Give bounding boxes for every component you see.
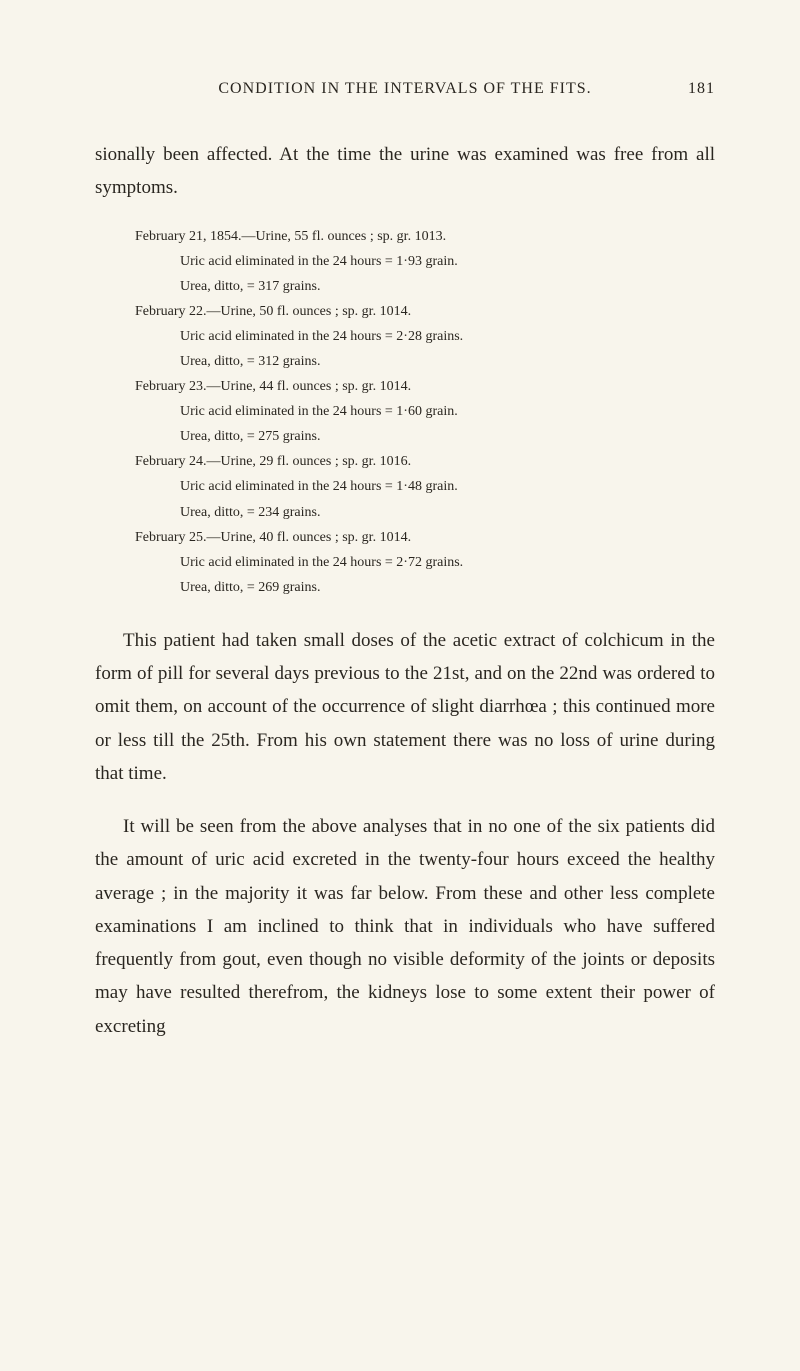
data-entry-line: Urea, ditto, = 317 grains. xyxy=(180,275,715,298)
data-entry-line: February 22.—Urine, 50 fl. ounces ; sp. … xyxy=(135,300,715,323)
data-entry-line: February 23.—Urine, 44 fl. ounces ; sp. … xyxy=(135,375,715,398)
data-entry-line: Uric acid eliminated in the 24 hours = 2… xyxy=(180,325,715,348)
data-entry-line: February 21, 1854.—Urine, 55 fl. ounces … xyxy=(135,225,715,248)
data-entry-line: Urea, ditto, = 312 grains. xyxy=(180,350,715,373)
data-entry-line: Urea, ditto, = 269 grains. xyxy=(180,576,715,599)
data-entry-line: Uric acid eliminated in the 24 hours = 1… xyxy=(180,475,715,498)
paragraph-1: sionally been affected. At the time the … xyxy=(95,138,715,205)
data-entry-line: Urea, ditto, = 234 grains. xyxy=(180,501,715,524)
data-entry-line: February 25.—Urine, 40 fl. ounces ; sp. … xyxy=(135,526,715,549)
data-entry-line: Urea, ditto, = 275 grains. xyxy=(180,425,715,448)
paragraph-3: It will be seen from the above analyses … xyxy=(95,810,715,1043)
page-header: CONDITION IN THE INTERVALS OF THE FITS. … xyxy=(95,80,715,98)
data-entry-line: February 24.—Urine, 29 fl. ounces ; sp. … xyxy=(135,450,715,473)
page-number: 181 xyxy=(688,80,715,98)
urine-data-section: February 21, 1854.—Urine, 55 fl. ounces … xyxy=(135,225,715,599)
data-entry-line: Uric acid eliminated in the 24 hours = 1… xyxy=(180,250,715,273)
header-title: CONDITION IN THE INTERVALS OF THE FITS. xyxy=(218,80,591,97)
paragraph-2: This patient had taken small doses of th… xyxy=(95,624,715,790)
data-entry-line: Uric acid eliminated in the 24 hours = 1… xyxy=(180,400,715,423)
data-entry-line: Uric acid eliminated in the 24 hours = 2… xyxy=(180,551,715,574)
